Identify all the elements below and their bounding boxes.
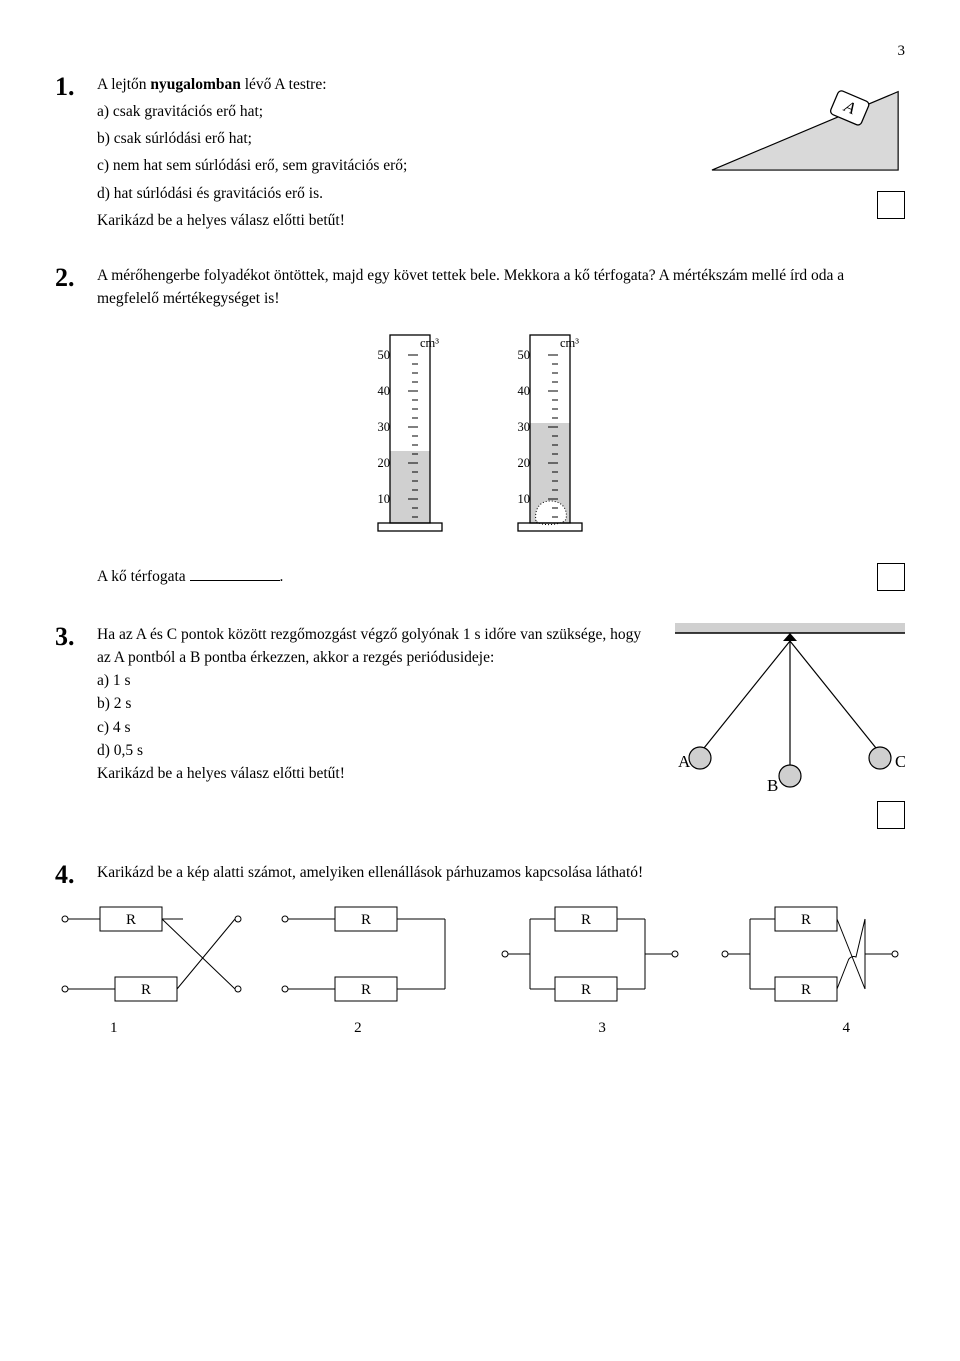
q1-prompt-lead: A lejtőn — [97, 76, 150, 93]
q2-answer-tail: . — [280, 568, 284, 585]
question-3: 3. Ha az A és C pontok között rezgőmozgá… — [55, 623, 905, 829]
question-1: 1. A lejtőn nyugalomban lévő A testre: a… — [55, 73, 905, 233]
svg-text:R: R — [126, 912, 136, 928]
q2-answer-blank[interactable] — [190, 580, 280, 581]
q4-number: 4. — [55, 861, 83, 890]
cylinder-1: cm³ 50 40 30 20 10 — [360, 325, 460, 545]
q1-option-a[interactable]: a) csak gravitációs erő hat; — [97, 100, 686, 123]
svg-text:50: 50 — [518, 348, 531, 362]
circuit-numbers: 1 2 3 4 — [55, 1017, 905, 1040]
circuit-2: R R — [275, 899, 465, 1009]
q3-option-c[interactable]: c) 4 s — [97, 716, 655, 739]
circuit-num-4[interactable]: 4 — [842, 1017, 850, 1040]
q2-answer-line[interactable]: A kő térfogata . — [97, 565, 283, 588]
q3-number: 3. — [55, 623, 83, 652]
svg-text:20: 20 — [518, 456, 531, 470]
q1-prompt-bold: nyugalomban — [150, 76, 240, 93]
svg-text:A: A — [678, 752, 691, 771]
pendulum-diagram: A B C — [675, 623, 905, 793]
q1-number: 1. — [55, 73, 83, 102]
svg-text:30: 30 — [378, 420, 391, 434]
q1-instruction: Karikázd be a helyes válasz előtti betűt… — [97, 209, 686, 232]
question-2: 2. A mérőhengerbe folyadékot öntöttek, m… — [55, 264, 905, 591]
svg-text:40: 40 — [378, 384, 391, 398]
q1-option-c[interactable]: c) nem hat sem súrlódási erő, sem gravit… — [97, 154, 686, 177]
svg-text:R: R — [361, 912, 371, 928]
cylinder-2: cm³ 50 40 30 20 10 — [500, 325, 600, 545]
svg-text:20: 20 — [378, 456, 391, 470]
svg-text:R: R — [361, 982, 371, 998]
svg-text:cm³: cm³ — [420, 336, 439, 350]
q1-prompt-tail: lévő A testre: — [241, 76, 327, 93]
q1-option-b[interactable]: b) csak súrlódási erő hat; — [97, 127, 686, 150]
q2-answer-label: A kő térfogata — [97, 568, 190, 585]
svg-text:30: 30 — [518, 420, 531, 434]
svg-text:10: 10 — [518, 492, 531, 506]
q3-instruction: Karikázd be a helyes válasz előtti betűt… — [97, 762, 655, 785]
circuit-1: R R — [55, 899, 245, 1009]
q2-score-box[interactable] — [877, 563, 905, 591]
svg-text:cm³: cm³ — [560, 336, 579, 350]
svg-text:R: R — [581, 982, 591, 998]
question-4: 4. Karikázd be a kép alatti számot, amel… — [55, 861, 905, 1040]
q1-option-d[interactable]: d) hat súrlódási és gravitációs erő is. — [97, 182, 686, 205]
svg-text:R: R — [801, 912, 811, 928]
q1-score-box[interactable] — [877, 191, 905, 219]
q3-option-d[interactable]: d) 0,5 s — [97, 739, 655, 762]
circuit-3: R R — [495, 899, 685, 1009]
q3-option-b[interactable]: b) 2 s — [97, 692, 655, 715]
q3-score-box[interactable] — [877, 801, 905, 829]
q1-right-column: A — [710, 73, 905, 219]
svg-text:R: R — [581, 912, 591, 928]
q2-text: A mérőhengerbe folyadékot öntöttek, majd… — [97, 264, 905, 311]
q2-number: 2. — [55, 264, 83, 293]
svg-text:R: R — [141, 982, 151, 998]
q4-text: Karikázd be a kép alatti számot, amelyik… — [97, 861, 905, 884]
circuit-diagrams-row: R R R R R R — [55, 899, 905, 1009]
circuit-4: R R — [715, 899, 905, 1009]
q1-prompt: A lejtőn nyugalomban lévő A testre: — [97, 73, 686, 96]
q3-option-a[interactable]: a) 1 s — [97, 669, 655, 692]
svg-text:C: C — [895, 752, 905, 771]
cylinder-diagrams: cm³ 50 40 30 20 10 cm³ — [55, 325, 905, 545]
page-number: 3 — [55, 40, 905, 63]
svg-text:40: 40 — [518, 384, 531, 398]
incline-diagram: A — [710, 73, 905, 173]
circuit-num-2[interactable]: 2 — [354, 1017, 362, 1040]
q3-text: Ha az A és C pontok között rezgőmozgást … — [97, 623, 655, 670]
circuit-num-1[interactable]: 1 — [110, 1017, 118, 1040]
svg-text:10: 10 — [378, 492, 391, 506]
svg-text:B: B — [767, 776, 778, 793]
circuit-num-3[interactable]: 3 — [598, 1017, 606, 1040]
svg-text:R: R — [801, 982, 811, 998]
svg-text:50: 50 — [378, 348, 391, 362]
